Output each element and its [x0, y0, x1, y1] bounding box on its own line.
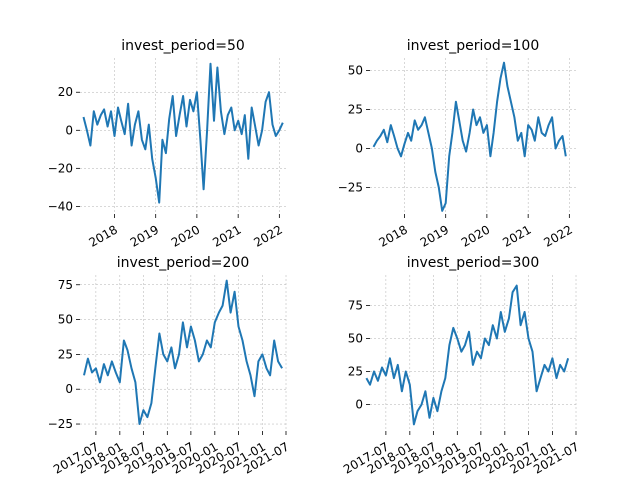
series-line [365, 284, 570, 426]
y-tick-label: 25 [348, 365, 363, 379]
y-tick-label: −20 [48, 161, 73, 175]
y-tick-label: 50 [348, 331, 363, 345]
y-tick-label: 50 [58, 313, 73, 327]
subplot-title: invest_period=200 [117, 255, 250, 271]
y-tick-label: 0 [355, 398, 363, 412]
subplot-title: invest_period=100 [407, 38, 540, 54]
series-line [83, 279, 283, 425]
y-tick-label: 25 [58, 347, 73, 361]
y-tick-label: 0 [355, 141, 363, 155]
y-tick-label: 25 [348, 102, 363, 116]
y-tick-label: 75 [348, 298, 363, 312]
series-line [372, 61, 567, 212]
y-tick-label: 20 [58, 85, 73, 99]
subplot-title: invest_period=50 [121, 38, 245, 54]
y-tick-label: 50 [348, 63, 363, 77]
subplot-title: invest_period=300 [407, 255, 540, 271]
y-tick-label: 0 [65, 382, 73, 396]
y-tick-label: −25 [338, 180, 363, 194]
series-line [82, 62, 284, 204]
y-tick-label: 0 [65, 123, 73, 137]
y-tick-label: −40 [48, 199, 73, 213]
y-tick-label: −25 [48, 417, 73, 431]
y-tick-label: 75 [58, 278, 73, 292]
